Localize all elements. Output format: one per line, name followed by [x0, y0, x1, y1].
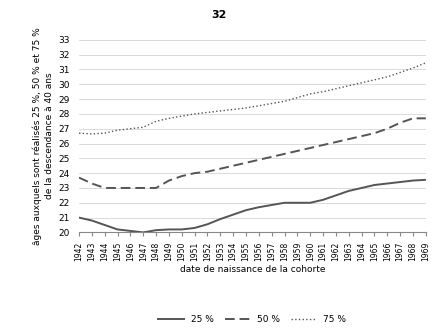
50 % [345, 137, 350, 141]
75 % [191, 112, 197, 116]
75 % [410, 66, 415, 70]
50 % [179, 174, 184, 178]
25 % [153, 228, 159, 232]
75 % [179, 114, 184, 118]
75 % [320, 90, 325, 94]
50 % [127, 186, 133, 190]
25 % [396, 180, 402, 184]
25 % [358, 186, 364, 190]
50 % [307, 146, 312, 150]
25 % [243, 208, 248, 212]
Line: 75 %: 75 % [79, 63, 425, 134]
25 % [179, 227, 184, 231]
Line: 50 %: 50 % [79, 118, 425, 188]
75 % [294, 96, 299, 100]
25 % [76, 215, 81, 219]
25 % [89, 218, 94, 222]
25 % [140, 230, 145, 234]
75 % [307, 92, 312, 96]
Y-axis label: âges auxquels sont réalisés 25 %, 50 % et 75 %
de la descendance à 40 ans: âges auxquels sont réalisés 25 %, 50 % e… [32, 27, 53, 245]
75 % [140, 125, 145, 129]
X-axis label: date de naissance de la cohorte: date de naissance de la cohorte [179, 265, 325, 274]
25 % [217, 217, 223, 221]
Text: 32: 32 [211, 10, 227, 20]
50 % [384, 127, 389, 131]
75 % [76, 131, 81, 135]
75 % [89, 132, 94, 136]
25 % [102, 223, 107, 227]
50 % [217, 167, 223, 171]
25 % [332, 193, 338, 197]
75 % [243, 106, 248, 110]
Legend: 25 %, 50 %, 75 %: 25 %, 50 %, 75 % [155, 312, 349, 328]
50 % [153, 186, 159, 190]
25 % [205, 222, 210, 226]
25 % [320, 198, 325, 202]
25 % [268, 203, 274, 207]
75 % [371, 78, 376, 82]
75 % [102, 131, 107, 135]
50 % [332, 140, 338, 144]
75 % [230, 108, 235, 112]
25 % [410, 179, 415, 183]
50 % [102, 186, 107, 190]
50 % [256, 158, 261, 162]
50 % [422, 116, 427, 120]
25 % [345, 189, 350, 193]
50 % [281, 152, 286, 156]
50 % [410, 116, 415, 120]
50 % [76, 176, 81, 180]
75 % [422, 61, 427, 65]
50 % [166, 179, 171, 183]
50 % [396, 121, 402, 125]
75 % [166, 116, 171, 120]
25 % [115, 227, 120, 231]
75 % [268, 102, 274, 106]
25 % [422, 178, 427, 182]
50 % [358, 134, 364, 138]
50 % [243, 161, 248, 165]
75 % [384, 75, 389, 79]
25 % [281, 201, 286, 205]
25 % [256, 205, 261, 209]
25 % [230, 212, 235, 216]
75 % [358, 81, 364, 85]
75 % [217, 109, 223, 113]
25 % [384, 182, 389, 186]
75 % [153, 119, 159, 123]
50 % [89, 182, 94, 186]
75 % [396, 70, 402, 74]
50 % [320, 143, 325, 147]
50 % [230, 164, 235, 168]
50 % [140, 186, 145, 190]
25 % [166, 227, 171, 231]
75 % [345, 84, 350, 88]
50 % [294, 149, 299, 153]
75 % [281, 99, 286, 103]
75 % [256, 104, 261, 108]
25 % [371, 183, 376, 187]
50 % [268, 155, 274, 159]
25 % [191, 226, 197, 230]
50 % [371, 131, 376, 135]
75 % [332, 87, 338, 91]
25 % [127, 229, 133, 233]
75 % [115, 128, 120, 132]
25 % [294, 201, 299, 205]
Line: 25 %: 25 % [79, 180, 425, 232]
75 % [127, 127, 133, 131]
50 % [205, 170, 210, 174]
75 % [205, 111, 210, 115]
25 % [307, 201, 312, 205]
50 % [191, 171, 197, 175]
50 % [115, 186, 120, 190]
